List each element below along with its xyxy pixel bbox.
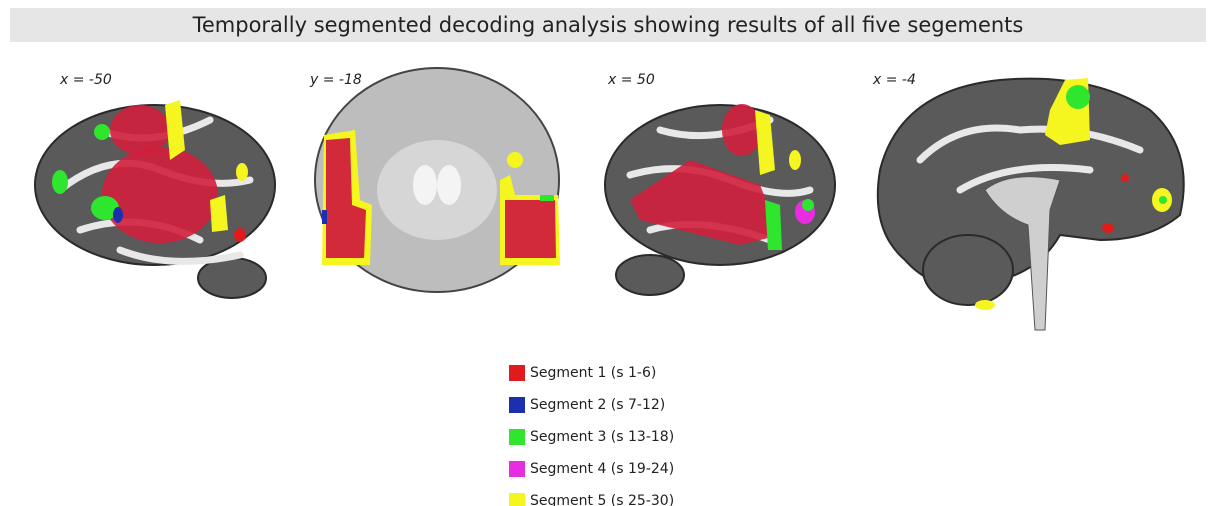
panel-label: x = -4 [872,72,916,88]
figure: Temporally segmented decoding analysis s… [0,0,1216,506]
brain-coronal [315,68,560,292]
brain-sagittal-left [35,100,275,298]
legend-label: Segment 1 (s 1-6) [530,365,656,381]
panel-label: x = -50 [59,72,112,88]
legend-label: Segment 3 (s 13-18) [530,429,674,445]
brain-sagittal-right [605,104,835,295]
figure-title: Temporally segmented decoding analysis s… [192,13,1024,37]
legend: Segment 1 (s 1-6) Segment 2 (s 7-12) Segme… [509,365,674,506]
legend-swatch [509,461,525,477]
legend-label: Segment 4 (s 19-24) [530,461,674,477]
panel-label: x = 50 [607,72,655,88]
brain-midsagittal [878,78,1184,330]
legend-label: Segment 5 (s 25-30) [530,493,674,506]
legend-swatch [509,365,525,381]
legend-swatch [509,493,525,506]
legend-label: Segment 2 (s 7-12) [530,397,665,413]
legend-swatch [509,429,525,445]
panel-label: y = -18 [309,72,362,88]
legend-swatch [509,397,525,413]
